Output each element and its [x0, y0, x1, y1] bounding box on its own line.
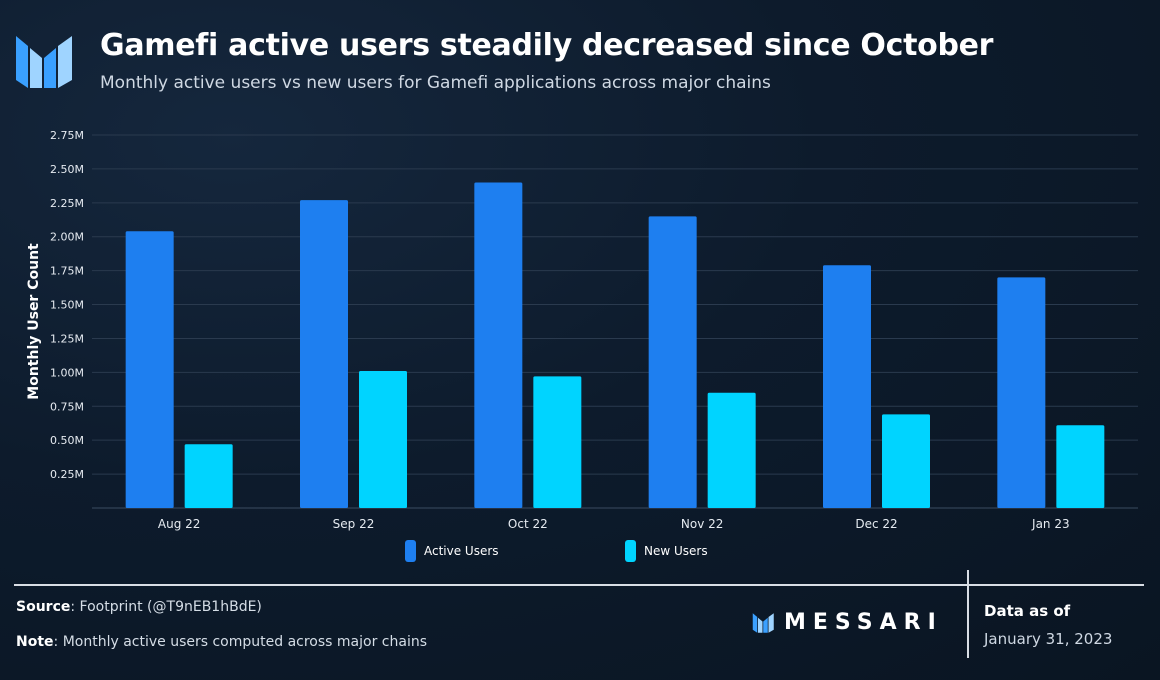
bar-active-users — [997, 277, 1046, 508]
source-text: : Footprint (@T9nEB1hBdE) — [70, 599, 262, 615]
bar-new-users — [1056, 425, 1105, 508]
brand-wordmark: MESSARI — [784, 610, 943, 635]
footer-vertical-divider — [967, 570, 969, 658]
note-label: Note — [16, 634, 54, 650]
source-line: Source: Footprint (@T9nEB1hBdE) — [16, 599, 262, 615]
y-tick-label: 0.25M — [50, 468, 84, 481]
bar-active-users — [300, 200, 348, 508]
y-tick-label: 1.25M — [50, 332, 84, 345]
x-tick-label: Dec 22 — [855, 517, 897, 531]
y-tick-label: 0.50M — [50, 434, 84, 447]
bar-active-users — [648, 216, 697, 508]
y-tick-label: 2.75M — [50, 129, 84, 142]
page-title: Gamefi active users steadily decreased s… — [100, 28, 994, 63]
x-tick-label: Jan 23 — [1031, 517, 1070, 531]
y-tick-label: 2.25M — [50, 197, 84, 210]
bar-active-users — [823, 265, 871, 508]
x-tick-label: Oct 22 — [508, 517, 548, 531]
messari-logo-icon — [16, 36, 72, 88]
x-tick-label: Aug 22 — [158, 517, 201, 531]
x-tick-label: Sep 22 — [333, 517, 375, 531]
bar-new-users — [359, 371, 407, 508]
messari-mark-icon — [752, 612, 774, 633]
note-line: Note: Monthly active users computed acro… — [16, 634, 427, 650]
data-as-of-date: January 31, 2023 — [984, 630, 1113, 648]
bar-active-users — [125, 231, 174, 508]
y-tick-label: 2.50M — [50, 163, 84, 176]
legend-item-active-users: Active Users — [405, 540, 499, 562]
y-tick-label: 0.75M — [50, 400, 84, 413]
legend-swatch-new-users — [625, 540, 636, 562]
legend-label-active-users: Active Users — [424, 544, 499, 558]
chart-legend: Active Users New Users — [0, 540, 1160, 566]
data-as-of-label: Data as of — [984, 602, 1071, 620]
messari-brand: MESSARI — [752, 610, 943, 635]
bar-new-users — [184, 444, 233, 508]
x-tick-label: Nov 22 — [681, 517, 724, 531]
y-axis-title: Monthly User Count — [26, 243, 42, 400]
footer-divider — [14, 584, 1144, 586]
bar-new-users — [882, 414, 930, 508]
note-text: : Monthly active users computed across m… — [53, 634, 427, 650]
y-tick-label: 1.75M — [50, 265, 84, 278]
bar-active-users — [474, 182, 523, 508]
page-subtitle: Monthly active users vs new users for Ga… — [100, 73, 771, 93]
y-tick-label: 1.50M — [50, 299, 84, 312]
legend-swatch-active-users — [405, 540, 416, 562]
y-tick-label: 2.00M — [50, 231, 84, 244]
y-tick-label: 1.00M — [50, 366, 84, 379]
bar-new-users — [533, 376, 582, 508]
legend-item-new-users: New Users — [625, 540, 708, 562]
bar-new-users — [707, 392, 756, 508]
source-label: Source — [16, 599, 71, 615]
bar-chart: 0.25M 0.50M 0.75M 1.00M 1.25M 1.50M 1.75M 2.00M… — [26, 129, 1138, 531]
legend-label-new-users: New Users — [644, 544, 708, 558]
